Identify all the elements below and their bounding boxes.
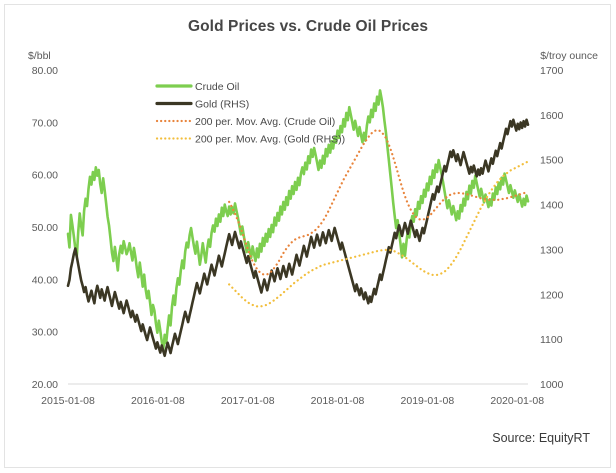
- left-axis-unit-label: $/bbl: [28, 50, 51, 62]
- x-tick-label: 2019-01-08: [401, 395, 455, 407]
- series-line-0: [66, 89, 530, 352]
- legend-label-3: 200 per. Mov. Avg. (Gold (RHS)): [195, 134, 345, 146]
- left-tick-label: 30.00: [32, 327, 58, 339]
- right-tick-label: 1300: [540, 244, 564, 256]
- left-tick-label: 50.00: [32, 222, 58, 234]
- right-tick-label: 1400: [540, 200, 564, 212]
- legend-label-1: Gold (RHS): [195, 99, 249, 111]
- right-tick-label: 1200: [540, 289, 564, 301]
- right-tick-label: 1100: [540, 334, 563, 346]
- right-tick-label: 1700: [540, 65, 564, 77]
- x-tick-label: 2020-01-08: [490, 395, 544, 407]
- right-tick-label: 1600: [540, 110, 564, 122]
- x-tick-label: 2018-01-08: [311, 395, 365, 407]
- right-tick-label: 1000: [540, 379, 564, 391]
- x-tick-label: 2015-01-08: [41, 395, 95, 407]
- series-group: [66, 89, 530, 358]
- x-tick-label: 2016-01-08: [131, 395, 185, 407]
- series-line-1: [66, 118, 530, 358]
- legend-label-0: Crude Oil: [195, 81, 239, 93]
- left-tick-label: 70.00: [32, 117, 58, 129]
- left-tick-label: 20.00: [32, 379, 58, 391]
- x-tick-label: 2017-01-08: [221, 395, 275, 407]
- right-tick-label: 1500: [540, 155, 564, 167]
- x-axis-ticks: 2015-01-08 2016-01-08 2017-01-08 2018-01-08…: [41, 395, 544, 407]
- left-tick-label: 80.00: [32, 65, 58, 77]
- series-line-2: [228, 129, 530, 276]
- page-title: Gold Prices vs. Crude Oil Prices: [187, 18, 429, 35]
- series-line-3: [228, 160, 530, 308]
- left-tick-label: 40.00: [32, 274, 58, 286]
- source-note: Source: EquityRT: [492, 431, 590, 445]
- left-tick-label: 60.00: [32, 170, 58, 182]
- left-axis-ticks: 20.00 30.00 40.00 50.00 60.00 70.00 80.00: [32, 65, 58, 391]
- chart-legend: Crude Oil Gold (RHS) 200 per. Mov. Avg. (C…: [155, 81, 345, 146]
- legend-label-2: 200 per. Mov. Avg. (Crude Oil): [195, 116, 335, 128]
- right-axis-unit-label: $/troy ounce: [540, 50, 598, 62]
- right-axis-ticks: 1000 1100 1200 1300 1400 1500 1600 1700: [540, 65, 564, 391]
